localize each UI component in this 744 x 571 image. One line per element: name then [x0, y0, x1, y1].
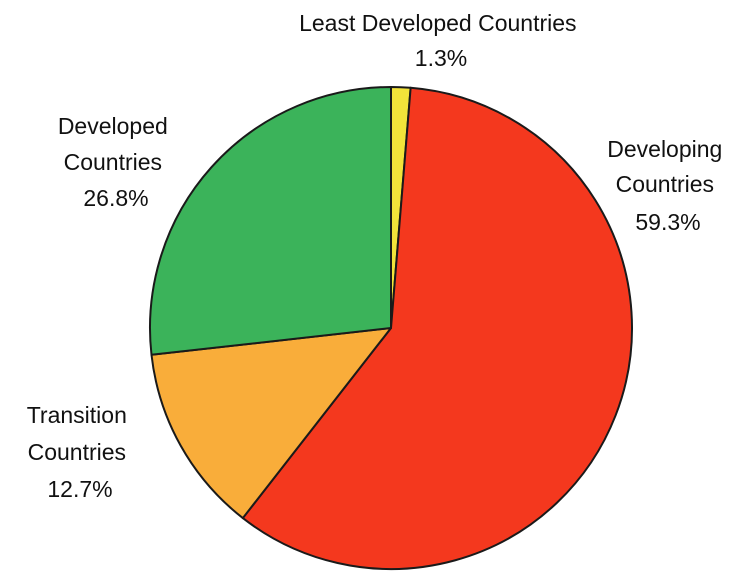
slice-label-developing-line-2: Countries: [616, 171, 714, 197]
slice-label-least-developed-line-1: Least Developed Countries: [299, 10, 576, 36]
slice-label-least-developed: Least Developed Countries 1.3%: [299, 10, 583, 71]
pie-labels: Least Developed Countries 1.3% Developin…: [27, 10, 728, 502]
slice-label-transition-line-2: Countries: [28, 439, 126, 465]
slice-label-developing-percent: 59.3%: [635, 209, 700, 235]
slice-label-least-developed-percent: 1.3%: [415, 45, 467, 71]
slice-label-developed-percent: 26.8%: [83, 185, 148, 211]
slice-label-transition-percent: 12.7%: [47, 476, 112, 502]
slice-label-developing-line-1: Developing: [607, 136, 722, 162]
slice-label-developed-line-1: Developed: [58, 113, 168, 139]
slice-label-transition-line-1: Transition: [27, 402, 127, 428]
pie-slice-developed: [149, 86, 392, 356]
pie-slice-transition: [150, 327, 392, 520]
slice-label-developing: Developing Countries 59.3%: [607, 136, 728, 235]
slice-label-developed: Developed Countries 26.8%: [58, 113, 174, 211]
slice-label-transition: Transition Countries 12.7%: [27, 402, 134, 502]
pie-slice-developing: [241, 86, 634, 570]
pie-slices: [149, 85, 634, 570]
slice-label-developed-line-2: Countries: [64, 149, 162, 175]
